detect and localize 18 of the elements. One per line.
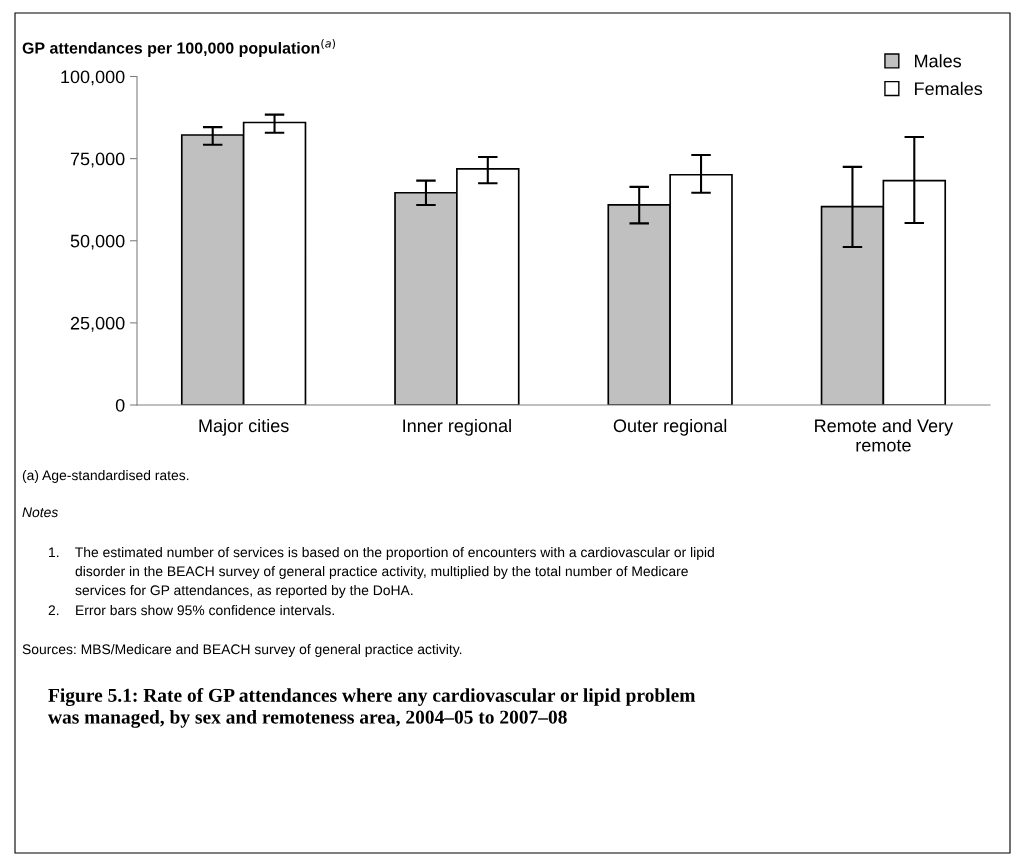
x-tick-label: Inner regional <box>403 418 511 436</box>
x-tick-label: Outer regional <box>613 418 727 436</box>
y-tick-label: 25,000 <box>70 316 125 332</box>
text: Notes <box>22 507 58 518</box>
y-tick-label: 0 <box>115 398 125 412</box>
y-axis-title: GP attendances per 100,000 population$^{(a)}$ <box>22 38 336 57</box>
x-tick-label: Major cities <box>199 418 289 436</box>
x-tick-label: Remote and Very remote <box>815 418 954 452</box>
legend-label: Males <box>915 54 962 68</box>
text: 2. Error bars show 95% confidence intervals. <box>48 605 334 616</box>
legend-label: Females <box>915 81 983 96</box>
text: 1. The estimated number of services is based on the proportion of encounters with a cardiovascular or lipid disorder in the BEACH survey of general practice activity, multiplied by the total number of Medicare services for GP attendances, as reported by the DoHA. <box>49 547 714 598</box>
y-tick-label: 100,000 <box>61 70 125 86</box>
y-tick-label: 75,000 <box>70 152 125 168</box>
text: Figure 5.1: Rate of GP attendances where any cardiovascular or lipid problem was managed, by sex and remoteness area, 2004–05 to 2007–08 <box>48 688 696 728</box>
source-note: Sources: MBS/Medicare and BEACH survey of general practice activity. <box>22 644 462 657</box>
y-tick-label: 50,000 <box>70 234 125 250</box>
text: (a) Age-standardised rates. <box>22 470 189 483</box>
